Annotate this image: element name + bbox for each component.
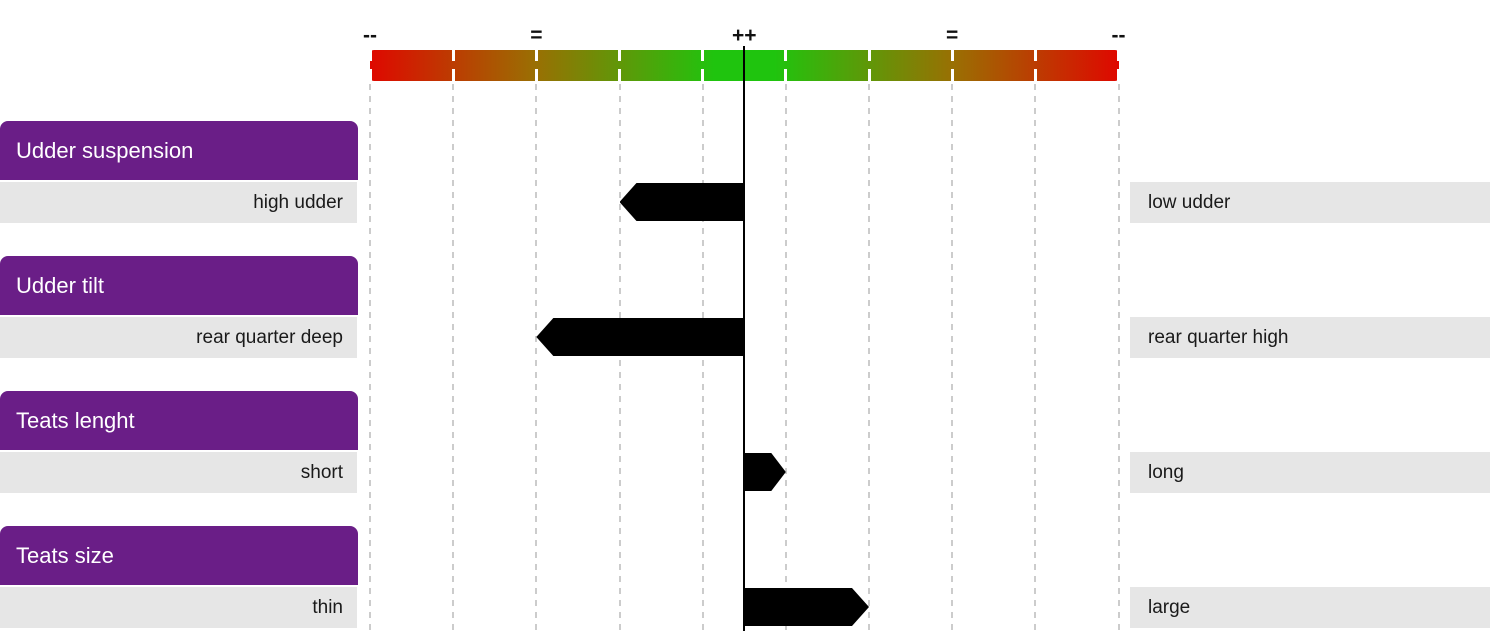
axis-tick-label-plusplus-center: ++	[731, 24, 757, 47]
axis-tick-label-minusminus-left: --	[363, 24, 377, 47]
scale-bar-tick	[701, 50, 705, 81]
trait-right-label: low udder	[1130, 182, 1490, 223]
gridline	[369, 84, 371, 631]
gridline	[535, 84, 538, 631]
trait-left-label: thin	[0, 587, 357, 628]
scale-bar-tick	[784, 50, 788, 81]
trait-left-label: short	[0, 452, 357, 493]
trait-arrow	[619, 183, 745, 221]
trait-header-udder-tilt: Udder tilt	[0, 256, 358, 315]
axis-tick-label-equal-right: =	[946, 24, 959, 47]
trait-left-label: rear quarter deep	[0, 317, 357, 358]
scale-bar-tick	[950, 50, 954, 81]
scale-bar-tick	[1033, 50, 1037, 81]
gridline	[951, 84, 954, 631]
gridline	[784, 84, 787, 631]
scale-bar-tick	[618, 50, 621, 81]
gridline	[868, 84, 870, 631]
scale-bar-tick	[1117, 50, 1120, 81]
gridline	[452, 84, 455, 631]
gridline	[618, 84, 621, 631]
gridline	[1117, 84, 1120, 631]
axis-tick-label-equal-left: =	[530, 24, 543, 47]
center-line	[743, 46, 746, 631]
trait-left-label: high udder	[0, 182, 357, 223]
axis-tick-label-minusminus-right: --	[1111, 24, 1126, 47]
trait-header-teats-size: Teats size	[0, 526, 358, 585]
trait-arrow	[744, 588, 869, 626]
scale-bar-tick	[867, 50, 871, 81]
gridline	[1034, 84, 1037, 631]
trait-right-label: rear quarter high	[1130, 317, 1490, 358]
trait-arrow	[744, 453, 786, 491]
trait-right-label: large	[1130, 587, 1490, 628]
trait-header-udder-suspension: Udder suspension	[0, 121, 358, 180]
scale-bar-tick	[534, 50, 538, 81]
gridline	[701, 84, 704, 631]
trait-right-label: long	[1130, 452, 1490, 493]
scale-bar-tick	[451, 50, 455, 81]
scale-bar-tick	[368, 50, 372, 81]
trait-arrow	[536, 318, 745, 356]
trait-header-teats-lenght: Teats lenght	[0, 391, 358, 450]
